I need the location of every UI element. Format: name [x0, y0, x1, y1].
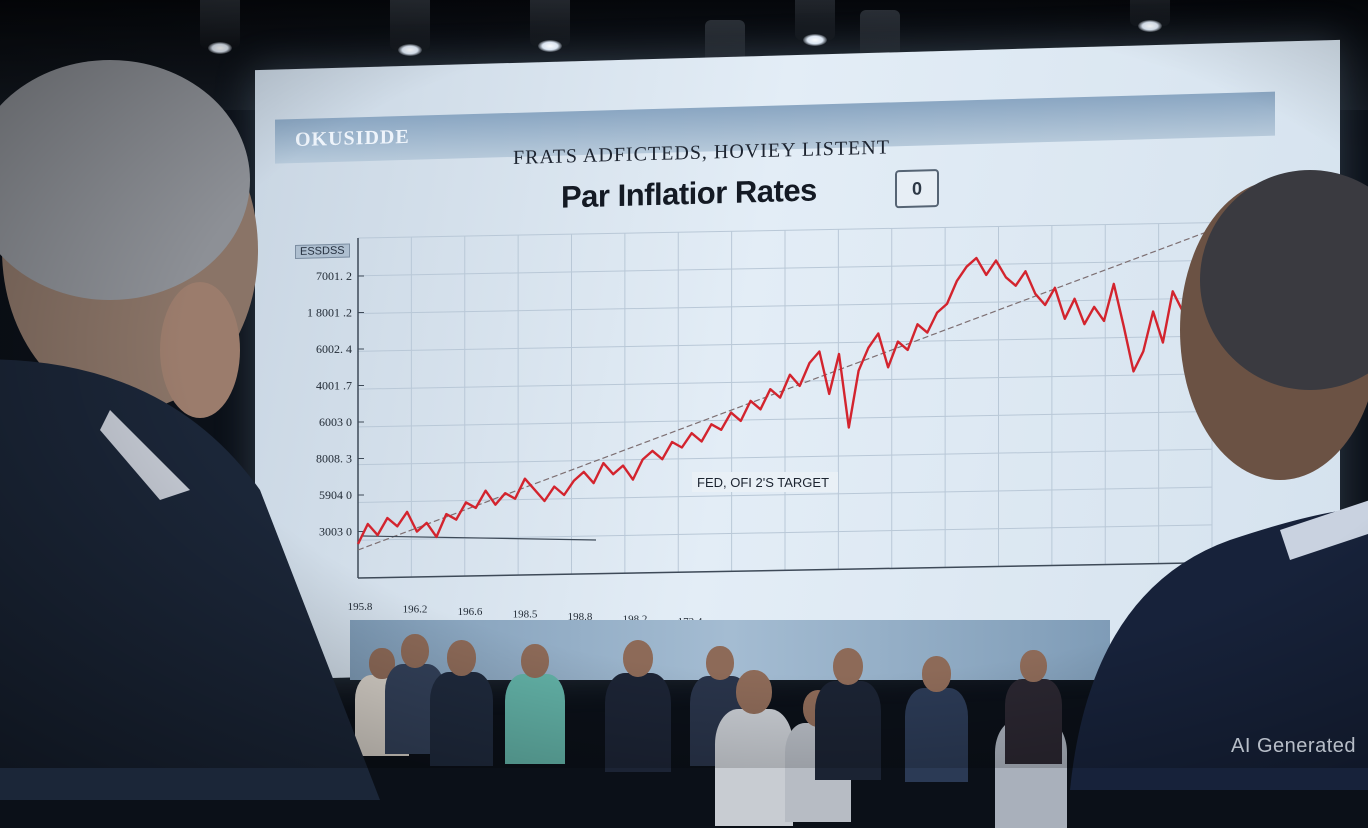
chart-series: [356, 233, 1214, 545]
y-tick-label: 4001 .7: [316, 379, 352, 393]
spotlight-icon: [200, 0, 240, 54]
audience-head: [446, 640, 477, 676]
y-tick-label: 1 8001 .2: [307, 306, 352, 320]
y-tick-label: 5904 0: [319, 488, 352, 502]
fed-target-label: FED, OFI 2'S TARGET: [697, 475, 829, 490]
audience-head: [832, 648, 864, 686]
x-tick-label: 196.2: [403, 604, 428, 616]
x-tick-label: 195.8: [348, 601, 373, 613]
audience-body: [905, 687, 968, 782]
spotlight-icon: [530, 0, 570, 52]
y-axis-ticks: 7001. 2 1 8001 .2 6002. 4 4001 .7 6003 0 8008…: [307, 269, 364, 539]
foreground-person-left: [0, 60, 380, 800]
spotlight-icon: [1130, 0, 1170, 32]
audience-body: [1005, 678, 1062, 764]
person-left-ear: [160, 282, 240, 418]
y-tick-label: 6002. 4: [316, 342, 352, 356]
audience-head: [622, 640, 654, 678]
y-tick-label: 8008. 3: [316, 452, 352, 466]
y-tick-label: 7001. 2: [316, 269, 352, 283]
grid-line-horizontal: [357, 335, 1213, 352]
audience-body: [430, 671, 493, 766]
audience-body: [505, 674, 565, 764]
chart-annotation: FED, OFI 2'S TARGET: [692, 472, 838, 492]
chart-grid: [357, 222, 1213, 579]
person-left-suit: [0, 359, 380, 800]
grid-line-horizontal: [357, 259, 1213, 277]
audience-head: [401, 634, 429, 668]
grid-line-horizontal: [357, 373, 1213, 390]
audience: [355, 634, 1115, 828]
person-right-collar: [1280, 500, 1368, 560]
inflation-series-line: [356, 233, 1214, 545]
ai-generated-watermark: AI Generated: [1231, 735, 1356, 757]
person-left-hair: [0, 60, 250, 300]
audience-head: [521, 644, 549, 678]
grid-line-horizontal: [357, 411, 1213, 428]
target-line: [362, 535, 597, 541]
chart-axes: [357, 238, 1213, 579]
grid-line-horizontal: [357, 297, 1213, 315]
x-axis-line: [357, 561, 1213, 579]
y-tick-label: 3003 0: [319, 525, 352, 539]
audience-head: [735, 670, 773, 715]
grid-line-horizontal: [357, 222, 1213, 239]
foreground-person-right: [1070, 170, 1368, 790]
spotlight-icon: [390, 0, 430, 56]
grid-line-horizontal: [357, 524, 1213, 541]
trend-lines: [357, 229, 1213, 551]
audience-head: [1020, 650, 1047, 683]
audience-body: [605, 673, 671, 772]
spotlight-icon: [795, 0, 835, 46]
x-tick-label: 198.8: [568, 611, 593, 623]
trend-line: [357, 229, 1213, 551]
y-tick-label: 6003 0: [319, 415, 352, 429]
audience-head: [921, 656, 952, 692]
grid-line-horizontal: [357, 448, 1213, 466]
person-right-suit: [1070, 508, 1368, 790]
audience-body: [815, 681, 881, 780]
person-right-hair: [1200, 170, 1368, 390]
annotation-box: [692, 472, 838, 492]
audience-head: [706, 646, 734, 680]
person-left-collar: [100, 410, 190, 500]
x-tick-label: 198.5: [513, 609, 538, 621]
x-tick-label: 196.6: [458, 606, 483, 618]
